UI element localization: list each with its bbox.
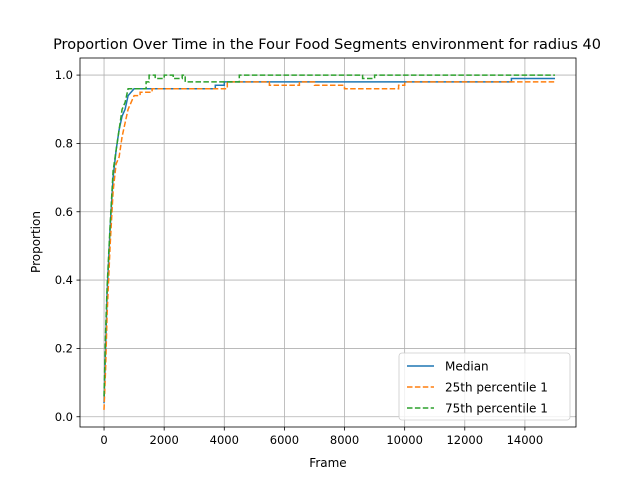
y-tick-label: 0.2 [55,341,73,355]
legend-label-2: 75th percentile 1 [445,402,548,416]
x-tick-label: 0 [100,433,107,447]
legend-label-0: Median [445,360,489,374]
plot-frame [79,57,577,428]
series-lines [103,74,555,410]
series-line-1 [103,81,555,410]
y-tick-label: 0.8 [55,136,73,150]
axis-ticks: 0 2000 4000 6000 8000 10000 12000 14000 0.0 0.2 0.… [55,68,543,447]
legend: Median 25th percentile 1 75th percentile 1 [398,352,571,421]
x-tick-label: 8000 [330,433,359,447]
series-line-2 [103,74,555,397]
x-tick-label: 4000 [210,433,239,447]
legend-label-1: 25th percentile 1 [445,381,548,395]
y-tick-label: 1.0 [55,68,73,82]
x-tick-label: 12000 [446,433,483,447]
x-axis-label: Frame [309,456,346,470]
x-tick-label: 6000 [270,433,299,447]
y-axis-label: Proportion [29,211,43,273]
x-tick-label: 2000 [150,433,179,447]
y-tick-label: 0.4 [55,273,73,287]
y-tick-label: 0.0 [55,410,73,424]
legend-box [398,352,571,421]
x-tick-label: 14000 [507,433,544,447]
x-tick-label: 10000 [386,433,423,447]
chart-title: Proportion Over Time in the Four Food Se… [53,37,601,53]
y-tick-label: 0.6 [55,205,73,219]
